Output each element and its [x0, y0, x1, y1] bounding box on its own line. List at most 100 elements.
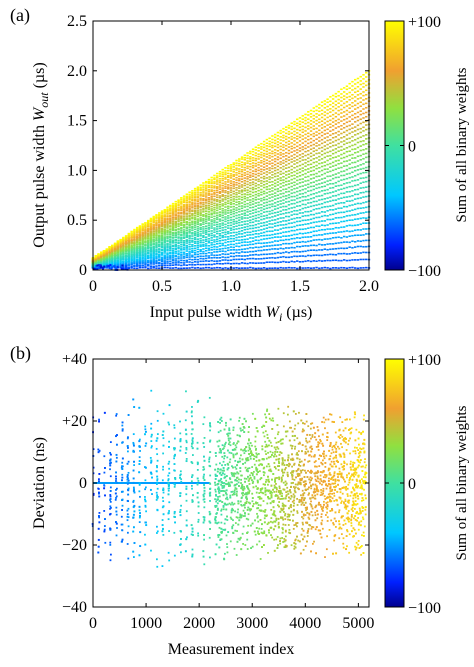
data-point [155, 248, 158, 251]
data-point [326, 171, 329, 173]
data-point [141, 231, 144, 234]
data-point [276, 171, 280, 174]
data-point [133, 241, 136, 243]
data-point [257, 192, 260, 195]
data-point [326, 253, 329, 256]
data-point [133, 267, 136, 270]
data-point [334, 199, 338, 201]
data-point [193, 267, 197, 269]
data-point [171, 258, 175, 260]
data-point [320, 244, 324, 246]
data-point [133, 256, 136, 259]
data-point [144, 254, 147, 257]
data-point [296, 162, 299, 164]
y-tick-label: 1.0 [67, 162, 87, 179]
data-point [312, 213, 315, 216]
data-point [359, 207, 362, 210]
data-point [127, 241, 131, 244]
data-point [213, 220, 216, 222]
data-point [207, 197, 211, 199]
data-point [144, 265, 147, 267]
data-point [243, 179, 246, 182]
data-point [218, 256, 222, 259]
data-point [354, 108, 357, 110]
data-point [133, 242, 136, 244]
data-point [356, 183, 360, 186]
data-point [337, 146, 340, 149]
data-point [287, 183, 291, 185]
data-point [105, 262, 108, 265]
data-point [273, 233, 277, 235]
data-point [318, 454, 321, 457]
data-point [133, 257, 136, 260]
data-point [193, 228, 197, 231]
data-point [249, 157, 252, 160]
data-point [182, 219, 186, 222]
data-point [221, 253, 224, 255]
data-point [293, 241, 296, 244]
data-point [113, 256, 117, 259]
data-point [356, 188, 360, 191]
data-point [271, 176, 274, 179]
data-point [182, 204, 186, 206]
data-point [351, 204, 354, 206]
data-point [243, 231, 246, 234]
data-point [318, 159, 321, 161]
data-point [163, 210, 166, 212]
data-point [105, 253, 108, 256]
data-point [365, 76, 368, 78]
data-point [284, 518, 287, 520]
data-point [304, 126, 307, 129]
data-point [141, 250, 144, 253]
data-point [282, 172, 285, 175]
data-point [155, 258, 158, 260]
data-point [243, 226, 246, 228]
data-point [273, 195, 277, 197]
data-point [227, 232, 230, 235]
data-point [323, 111, 327, 113]
data-point [265, 138, 269, 141]
data-point [271, 219, 274, 222]
data-point [216, 198, 219, 201]
data-point [359, 145, 362, 147]
data-point [309, 254, 313, 257]
data-point [210, 212, 213, 215]
data-point [111, 259, 114, 262]
data-point [318, 207, 321, 210]
data-point [282, 231, 285, 234]
data-point [249, 187, 252, 190]
data-point [337, 231, 340, 233]
data-point [144, 261, 147, 263]
data-point [301, 118, 304, 120]
data-point [218, 254, 222, 256]
data-point [221, 256, 224, 258]
data-point [243, 449, 246, 452]
data-point [166, 253, 169, 256]
data-point [177, 236, 180, 238]
data-point [326, 201, 329, 203]
data-point [318, 147, 321, 150]
data-point [138, 260, 142, 262]
data-point [267, 451, 269, 454]
data-point [160, 256, 164, 259]
data-point [185, 236, 189, 239]
data-point [122, 246, 125, 249]
data-point [354, 229, 357, 232]
data-point [207, 206, 211, 209]
data-point [149, 243, 153, 246]
data-point [180, 236, 183, 239]
data-point [238, 219, 241, 221]
data-point [249, 219, 252, 222]
data-point [260, 151, 263, 154]
data-point [138, 261, 142, 263]
data-point [298, 200, 302, 203]
data-point [273, 172, 277, 175]
data-point [174, 229, 177, 232]
data-point [365, 481, 367, 483]
data-point [337, 94, 340, 97]
data-point [221, 216, 224, 219]
data-point [174, 243, 177, 246]
data-point [188, 221, 191, 224]
data-point [144, 240, 147, 242]
data-point [246, 175, 249, 178]
